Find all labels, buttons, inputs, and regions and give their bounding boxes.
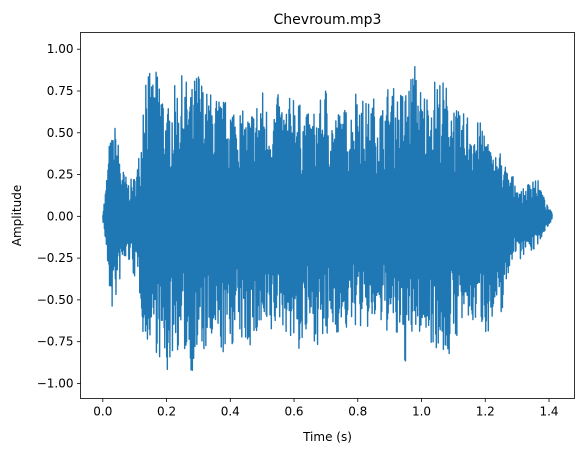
y-tick-label: −0.50 (37, 293, 74, 307)
x-tick-label: 1.4 (539, 405, 558, 419)
y-axis-label: Amplitude (10, 185, 24, 247)
y-tick-label: −0.75 (37, 335, 74, 349)
y-tick-label: 0.50 (47, 126, 74, 140)
waveform-series-line (102, 65, 553, 371)
y-axis: 1.00 0.75 0.50 0.25 0.00 −0.25 −0.50 −0.75 −1.00 (37, 42, 81, 390)
x-tick-label: 1.0 (412, 405, 431, 419)
y-tick-label: 1.00 (47, 42, 74, 56)
x-tick-label: 0.4 (221, 405, 240, 419)
y-tick-label: −0.25 (37, 251, 74, 265)
y-tick-label: 0.25 (47, 168, 74, 182)
plot-frame (80, 32, 575, 399)
x-tick-label: 0.2 (157, 405, 176, 419)
x-tick-label: 0.8 (348, 405, 367, 419)
y-tick-label: 0.00 (47, 209, 74, 223)
x-axis: 0.0 0.2 0.4 0.6 0.8 1.0 1.2 1.4 (93, 398, 559, 419)
x-axis-label: Time (s) (302, 430, 352, 444)
y-tick-label: −1.00 (37, 376, 74, 390)
x-tick-label: 0.6 (284, 405, 303, 419)
plot-area (102, 65, 553, 371)
x-tick-label: 1.2 (476, 405, 495, 419)
x-tick-label: 0.0 (93, 405, 112, 419)
y-tick-label: 0.75 (47, 84, 74, 98)
chart-title: Chevroum.mp3 (274, 12, 382, 28)
